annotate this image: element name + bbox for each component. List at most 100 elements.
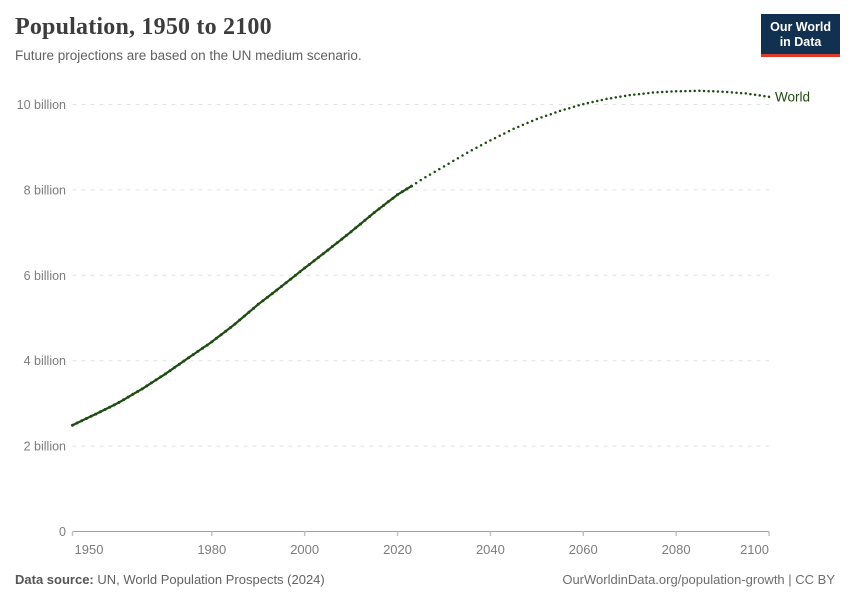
- data-source-label: Data source:: [15, 572, 94, 587]
- series-marker: [80, 419, 84, 423]
- series-marker: [131, 392, 135, 396]
- series-marker: [242, 314, 246, 318]
- credit-link[interactable]: OurWorldinData.org/population-growth | C…: [562, 572, 835, 587]
- projection-dot: [684, 89, 687, 93]
- projection-dot: [540, 116, 543, 119]
- projection-dot: [470, 149, 474, 152]
- projection-dot: [674, 90, 678, 93]
- series-marker: [280, 284, 283, 288]
- projection-dot: [712, 90, 715, 93]
- series-marker: [386, 200, 390, 204]
- projection-dot: [549, 112, 553, 116]
- projection-dot: [651, 91, 655, 94]
- projection-dot: [679, 89, 683, 93]
- projection-dot: [512, 127, 515, 131]
- series-marker: [122, 398, 126, 402]
- projection-dot: [753, 93, 757, 97]
- projection-dot: [605, 97, 608, 101]
- projection-dot: [707, 89, 710, 93]
- x-axis-label: 2040: [476, 542, 505, 557]
- projection-dot: [503, 132, 506, 135]
- series-marker: [136, 390, 139, 394]
- series-marker: [345, 233, 348, 237]
- series-marker: [382, 203, 386, 207]
- series-marker: [335, 241, 339, 245]
- series-marker: [326, 248, 330, 252]
- series-marker: [247, 310, 251, 314]
- x-axis-label: 1980: [197, 542, 226, 557]
- series-marker: [284, 281, 288, 285]
- series-marker: [358, 222, 362, 226]
- projection-dot: [526, 121, 529, 125]
- series-marker: [177, 362, 181, 366]
- series-marker: [71, 423, 74, 427]
- series-marker: [89, 414, 93, 418]
- series-marker: [275, 288, 279, 292]
- y-axis-label: 6 billion: [24, 269, 66, 283]
- projection-dot: [461, 154, 464, 157]
- owid-logo-line1: Our World: [770, 20, 831, 34]
- owid-logo[interactable]: Our World in Data: [761, 14, 840, 57]
- projection-dot: [767, 95, 771, 99]
- x-axis-label: 2080: [662, 542, 691, 557]
- chart-subtitle: Future projections are based on the UN m…: [15, 48, 362, 63]
- series-marker: [400, 190, 404, 194]
- series-marker: [98, 410, 102, 414]
- projection-dot: [507, 129, 511, 133]
- series-marker: [293, 273, 297, 277]
- series-marker: [321, 252, 325, 256]
- projection-dot: [493, 136, 497, 140]
- series-marker: [168, 369, 172, 373]
- series-marker: [163, 372, 167, 376]
- projection-dot: [619, 95, 622, 98]
- x-axis-label: 1950: [75, 542, 104, 557]
- projection-dot: [484, 141, 488, 145]
- series-marker: [391, 196, 395, 200]
- projection-dot: [642, 92, 645, 95]
- projection-dot: [633, 93, 636, 96]
- chart-header: Population, 1950 to 2100 Future projecti…: [15, 14, 840, 63]
- series-marker: [298, 270, 302, 274]
- x-axis-label: 2020: [383, 542, 412, 557]
- projection-dot: [456, 156, 460, 160]
- projection-dot: [438, 167, 441, 171]
- series-marker: [205, 343, 209, 347]
- projection-dot: [424, 176, 427, 179]
- series-marker: [252, 306, 256, 310]
- projection-dot: [521, 123, 525, 127]
- y-axis-label: 10 billion: [17, 98, 66, 112]
- series-marker: [363, 218, 367, 222]
- series-marker: [312, 259, 316, 263]
- series-marker: [354, 226, 358, 230]
- series-marker: [94, 412, 98, 416]
- series-marker: [377, 207, 381, 211]
- projection-dot: [447, 162, 450, 165]
- series-marker: [75, 421, 79, 425]
- projection-dot: [452, 159, 455, 163]
- projection-dot: [739, 91, 743, 95]
- projection-dot: [609, 96, 613, 100]
- y-axis-label: 4 billion: [24, 354, 66, 368]
- x-axis-label: 2000: [290, 542, 319, 557]
- projection-dot: [656, 91, 659, 94]
- projection-dot: [744, 92, 748, 95]
- series-marker: [224, 329, 228, 333]
- projection-dot: [628, 93, 631, 97]
- projection-dot: [623, 94, 627, 98]
- series-marker: [396, 193, 399, 197]
- projection-dot: [763, 94, 766, 98]
- series-marker: [372, 211, 376, 214]
- series-marker: [256, 302, 260, 306]
- series-marker: [201, 346, 204, 350]
- projection-dot: [414, 181, 418, 185]
- projection-dot: [647, 91, 650, 95]
- series-marker: [368, 214, 372, 218]
- series-marker: [270, 292, 274, 296]
- series-marker: [191, 353, 195, 357]
- projection-dot: [577, 104, 580, 107]
- projection-dot: [572, 105, 576, 109]
- projection-dot: [665, 90, 669, 94]
- projection-dot: [475, 146, 478, 150]
